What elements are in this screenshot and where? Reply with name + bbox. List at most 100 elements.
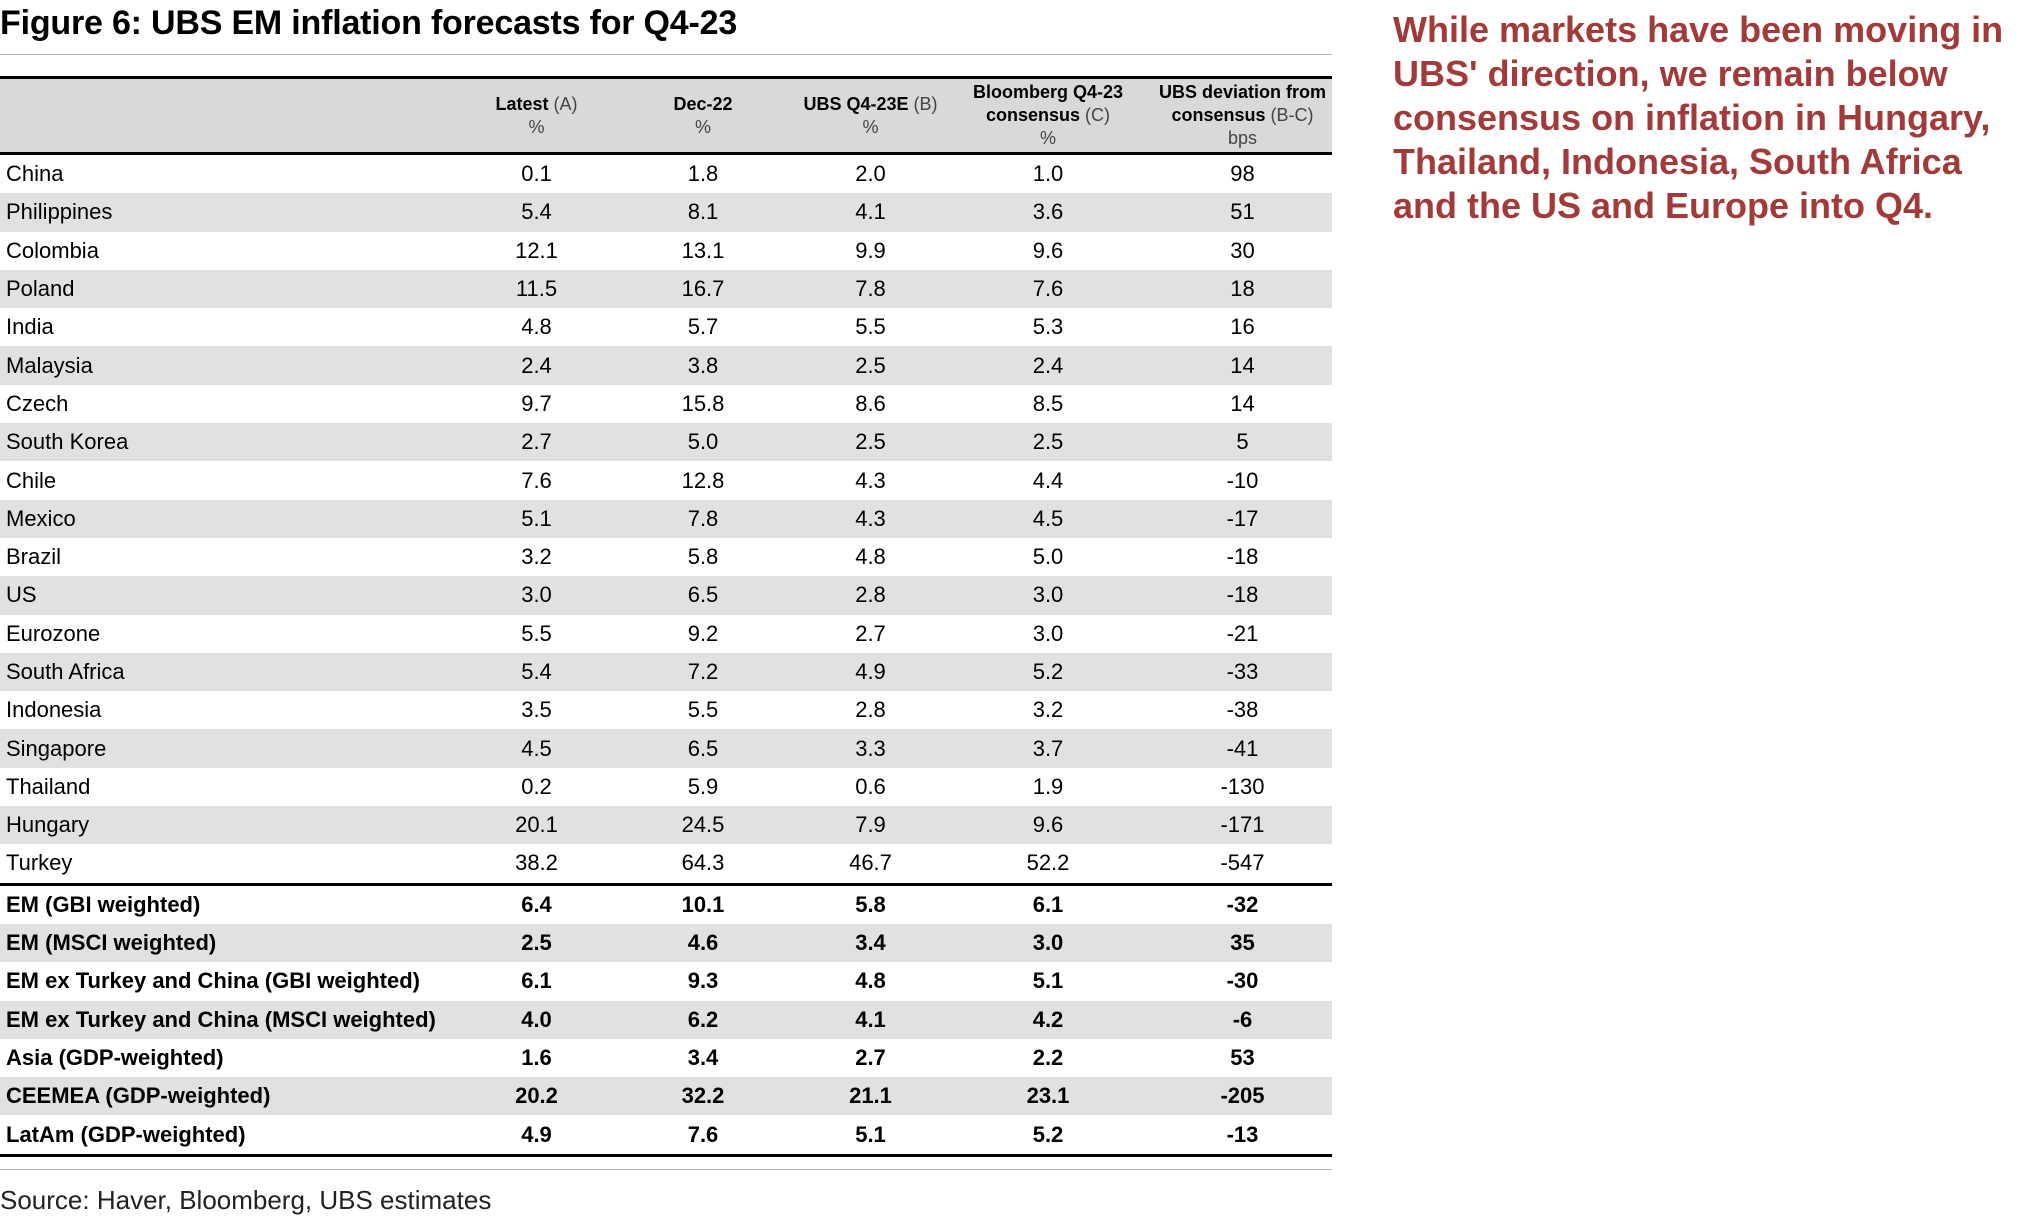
ubs-forecast-value: 2.5 <box>855 352 886 378</box>
latest-value: 5.4 <box>521 659 552 684</box>
latest-value: 3.2 <box>521 544 552 570</box>
header-consensus-label-line2: consensus <box>985 105 1081 125</box>
deviation-value: 16 <box>1230 314 1255 340</box>
deviation-value: -130 <box>1220 773 1265 799</box>
consensus-value: 4.4 <box>1032 467 1064 493</box>
country-name: South Africa <box>6 659 125 684</box>
latest-value: 6.1 <box>521 968 552 994</box>
ubs-forecast-value: 3.4 <box>855 930 886 956</box>
table-row: Philippines 5.4 8.1 4.1 3.6 51 <box>0 193 1332 232</box>
latest-value: 9.7 <box>521 390 552 416</box>
header-consensus-unit: % <box>1039 128 1056 148</box>
table-row: Singapore 4.5 6.5 3.3 3.7 -41 <box>0 729 1332 768</box>
header-country <box>0 76 465 155</box>
consensus-value: 6.1 <box>943 882 1153 924</box>
dec22-value: 6.5 <box>687 582 719 608</box>
latest-value: 0.1 <box>521 161 552 187</box>
header-deviation-unit: bps <box>1227 128 1258 148</box>
deviation-value: 98 <box>1230 161 1255 187</box>
dec22-value: 13.1 <box>681 237 725 263</box>
ubs-forecast-value: 4.1 <box>855 1006 886 1032</box>
latest-value: 6.4 <box>465 882 608 924</box>
latest-value: 4.0 <box>521 1006 552 1032</box>
header-ubs-forecast: UBS Q4-23E (B) % <box>798 76 943 155</box>
header-consensus-suffix: (C) <box>1085 105 1111 125</box>
aggregate-row: EM ex Turkey and China (GBI weighted) 6.1… <box>0 962 1332 1000</box>
latest-value: 5.5 <box>521 620 552 646</box>
ubs-forecast-value: 2.5 <box>855 429 886 455</box>
ubs-forecast-value: 4.3 <box>855 505 886 531</box>
deviation-value: -18 <box>1226 582 1259 608</box>
aggregate-row: Asia (GDP-weighted) 1.6 3.4 2.7 2.2 53 <box>0 1039 1332 1077</box>
aggregate-row: EM (GBI weighted) 6.4 10.1 5.8 6.1 -32 <box>0 882 1332 924</box>
country-name: Mexico <box>6 505 76 531</box>
consensus-value: 5.2 <box>1032 659 1064 684</box>
table-row: Turkey 38.2 64.3 46.7 52.2 -547 <box>0 844 1332 884</box>
header-ubs-forecast-suffix: (B) <box>913 93 938 114</box>
deviation-value: -17 <box>1226 505 1259 531</box>
latest-value: 38.2 <box>515 850 558 876</box>
table-row: Thailand 0.2 5.9 0.6 1.9 -130 <box>0 768 1332 806</box>
consensus-value: 3.0 <box>1032 930 1064 956</box>
dec22-value: 5.7 <box>687 314 719 340</box>
commentary-note: While markets have been moving in UBS' d… <box>1393 9 2004 226</box>
ubs-forecast-value: 2.8 <box>855 697 886 723</box>
dec22-value: 6.2 <box>687 1006 719 1032</box>
country-name: South Korea <box>6 429 129 455</box>
consensus-value: 3.0 <box>1032 620 1064 646</box>
dec22-value: 1.8 <box>687 161 719 187</box>
deviation-value: 14 <box>1230 390 1255 416</box>
deviation-value: 14 <box>1230 352 1255 378</box>
header-latest-suffix: (A) <box>553 93 578 114</box>
header-latest-unit: % <box>528 116 545 137</box>
country-name: Malaysia <box>6 352 93 378</box>
table-row: India 4.8 5.7 5.5 5.3 16 <box>0 308 1332 346</box>
dec22-value: 64.3 <box>681 850 725 876</box>
country-name: EM ex Turkey and China (MSCI weighted) <box>6 1006 436 1032</box>
consensus-value: 3.7 <box>1032 735 1064 761</box>
aggregate-rows: EM (GBI weighted) 6.4 10.1 5.8 6.1 -32 EM (MSC… <box>0 882 1332 1157</box>
header-deviation-label-line2: consensus <box>1171 105 1266 125</box>
title-divider <box>0 54 1332 55</box>
consensus-value: 2.2 <box>1032 1044 1064 1070</box>
latest-value: 4.9 <box>465 1115 608 1157</box>
deviation-value: 35 <box>1230 930 1255 956</box>
ubs-forecast-value: 8.6 <box>855 390 886 416</box>
source-note: Source: Haver, Bloomberg, UBS estimates <box>0 1185 492 1215</box>
dec22-value: 5.8 <box>687 544 719 570</box>
latest-value: 2.7 <box>521 429 552 455</box>
deviation-value: -205 <box>1220 1083 1265 1109</box>
deviation-value: -18 <box>1226 544 1259 570</box>
country-name: Singapore <box>6 735 107 761</box>
consensus-value: 4.5 <box>1032 505 1064 531</box>
ubs-forecast-value: 4.8 <box>855 968 886 994</box>
table-row: South Africa 5.4 7.2 4.9 5.2 -33 <box>0 652 1332 692</box>
ubs-forecast-value: 2.0 <box>855 161 886 187</box>
latest-value: 11.5 <box>515 276 558 302</box>
deviation-value: 30 <box>1230 237 1255 263</box>
dec22-value: 5.0 <box>687 429 719 455</box>
dec22-value: 5.5 <box>687 697 719 723</box>
latest-value: 3.5 <box>521 697 552 723</box>
ubs-forecast-value: 7.9 <box>855 812 886 838</box>
consensus-value: 3.2 <box>1032 697 1064 723</box>
consensus-value: 1.0 <box>1032 161 1064 187</box>
country-name: Thailand <box>6 773 91 799</box>
table-row: Chile 7.6 12.8 4.3 4.4 -10 <box>0 461 1332 499</box>
header-latest: Latest (A) % <box>465 76 608 155</box>
dec22-value: 32.2 <box>681 1083 725 1109</box>
deviation-value: 18 <box>1230 276 1255 302</box>
table-row: China 0.1 1.8 2.0 1.0 98 <box>0 154 1332 194</box>
latest-value: 0.2 <box>521 773 552 799</box>
latest-value: 5.1 <box>521 505 552 531</box>
country-rows: China 0.1 1.8 2.0 1.0 98 Philippines 5.4 8.1 4.1 3… <box>0 154 1332 885</box>
figure-title: Figure 6: UBS EM inflation forecasts for… <box>0 4 738 42</box>
deviation-value: -21 <box>1226 620 1259 646</box>
ubs-forecast-value: 9.9 <box>855 237 886 263</box>
table-row: Hungary 20.1 24.5 7.9 9.6 -171 <box>0 806 1332 845</box>
header-dec22-label: Dec-22 <box>673 93 733 114</box>
ubs-forecast-value: 2.7 <box>855 1044 886 1070</box>
header-ubs-forecast-unit: % <box>862 116 879 137</box>
header-consensus: Bloomberg Q4-23 consensus (C) % <box>943 76 1153 155</box>
header-deviation: UBS deviation from consensus (B-C) bps <box>1153 76 1332 155</box>
